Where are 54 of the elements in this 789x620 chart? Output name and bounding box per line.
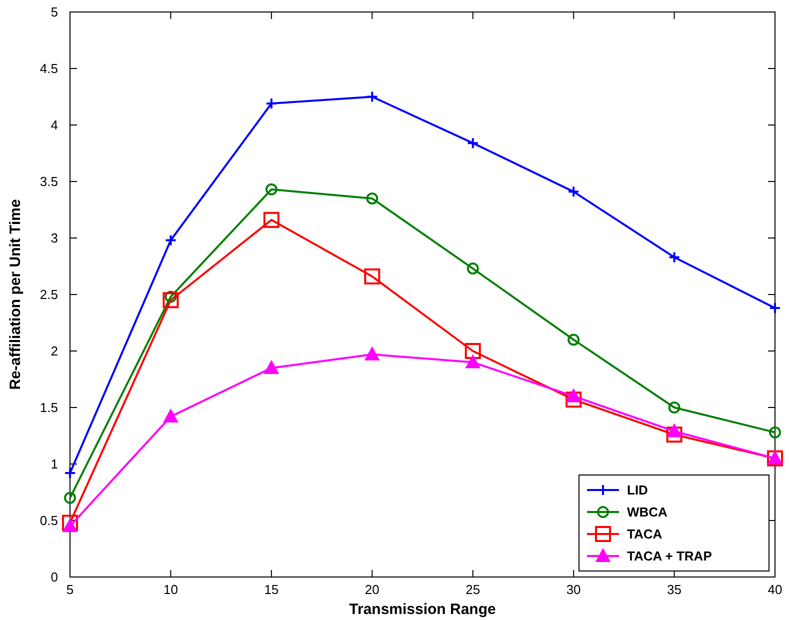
point xyxy=(264,360,278,374)
point xyxy=(64,467,76,480)
y-axis-title: Re-affiliation per Unit Time xyxy=(7,199,24,390)
point xyxy=(366,90,378,103)
point xyxy=(466,137,479,150)
x-tick-label: 20 xyxy=(364,582,380,597)
point xyxy=(164,234,177,246)
point xyxy=(667,424,682,438)
legend-label: TACA xyxy=(627,526,663,542)
point xyxy=(162,292,179,308)
point xyxy=(265,98,278,110)
point xyxy=(668,251,680,264)
y-tick-label: 2 xyxy=(50,344,58,359)
y-tick-label: 4.5 xyxy=(40,61,58,76)
y-tick-label: 5 xyxy=(50,4,58,20)
y-tick-label: 1 xyxy=(50,456,58,472)
point xyxy=(466,355,480,368)
point xyxy=(568,186,580,198)
point xyxy=(364,268,380,284)
point xyxy=(566,389,581,402)
legend-label: WBCA xyxy=(627,504,668,520)
x-axis-title: Transmission Range xyxy=(349,601,496,618)
y-tick-label: 3 xyxy=(50,230,58,246)
point xyxy=(265,183,278,196)
point xyxy=(568,334,580,346)
point xyxy=(164,410,178,423)
point xyxy=(769,302,781,314)
y-tick-label: 3.5 xyxy=(40,174,58,190)
x-tick-label: 30 xyxy=(566,582,581,597)
point xyxy=(366,192,378,204)
point xyxy=(263,212,280,228)
y-tick-label: 1.5 xyxy=(40,400,58,416)
y-tick-label: 4 xyxy=(50,118,58,133)
point xyxy=(64,492,76,504)
x-tick-label: 35 xyxy=(667,582,682,597)
point xyxy=(666,426,682,443)
point xyxy=(466,262,479,275)
point xyxy=(668,402,680,414)
y-tick-label: 0 xyxy=(50,570,58,585)
x-tick-label: 40 xyxy=(768,582,782,597)
point xyxy=(62,514,78,531)
x-tick-label: 15 xyxy=(264,582,279,597)
point xyxy=(566,392,582,408)
point xyxy=(769,426,781,438)
legend-label: LID xyxy=(627,482,648,498)
point xyxy=(464,343,481,359)
x-tick-label: 10 xyxy=(163,582,178,597)
point xyxy=(63,519,77,532)
point xyxy=(365,347,380,360)
x-tick-label: 5 xyxy=(66,582,74,597)
y-tick-label: 0.5 xyxy=(40,513,58,528)
y-tick-label: 2.5 xyxy=(40,287,58,302)
legend-label: TACA + TRAP xyxy=(627,548,712,564)
x-tick-label: 25 xyxy=(466,582,480,597)
